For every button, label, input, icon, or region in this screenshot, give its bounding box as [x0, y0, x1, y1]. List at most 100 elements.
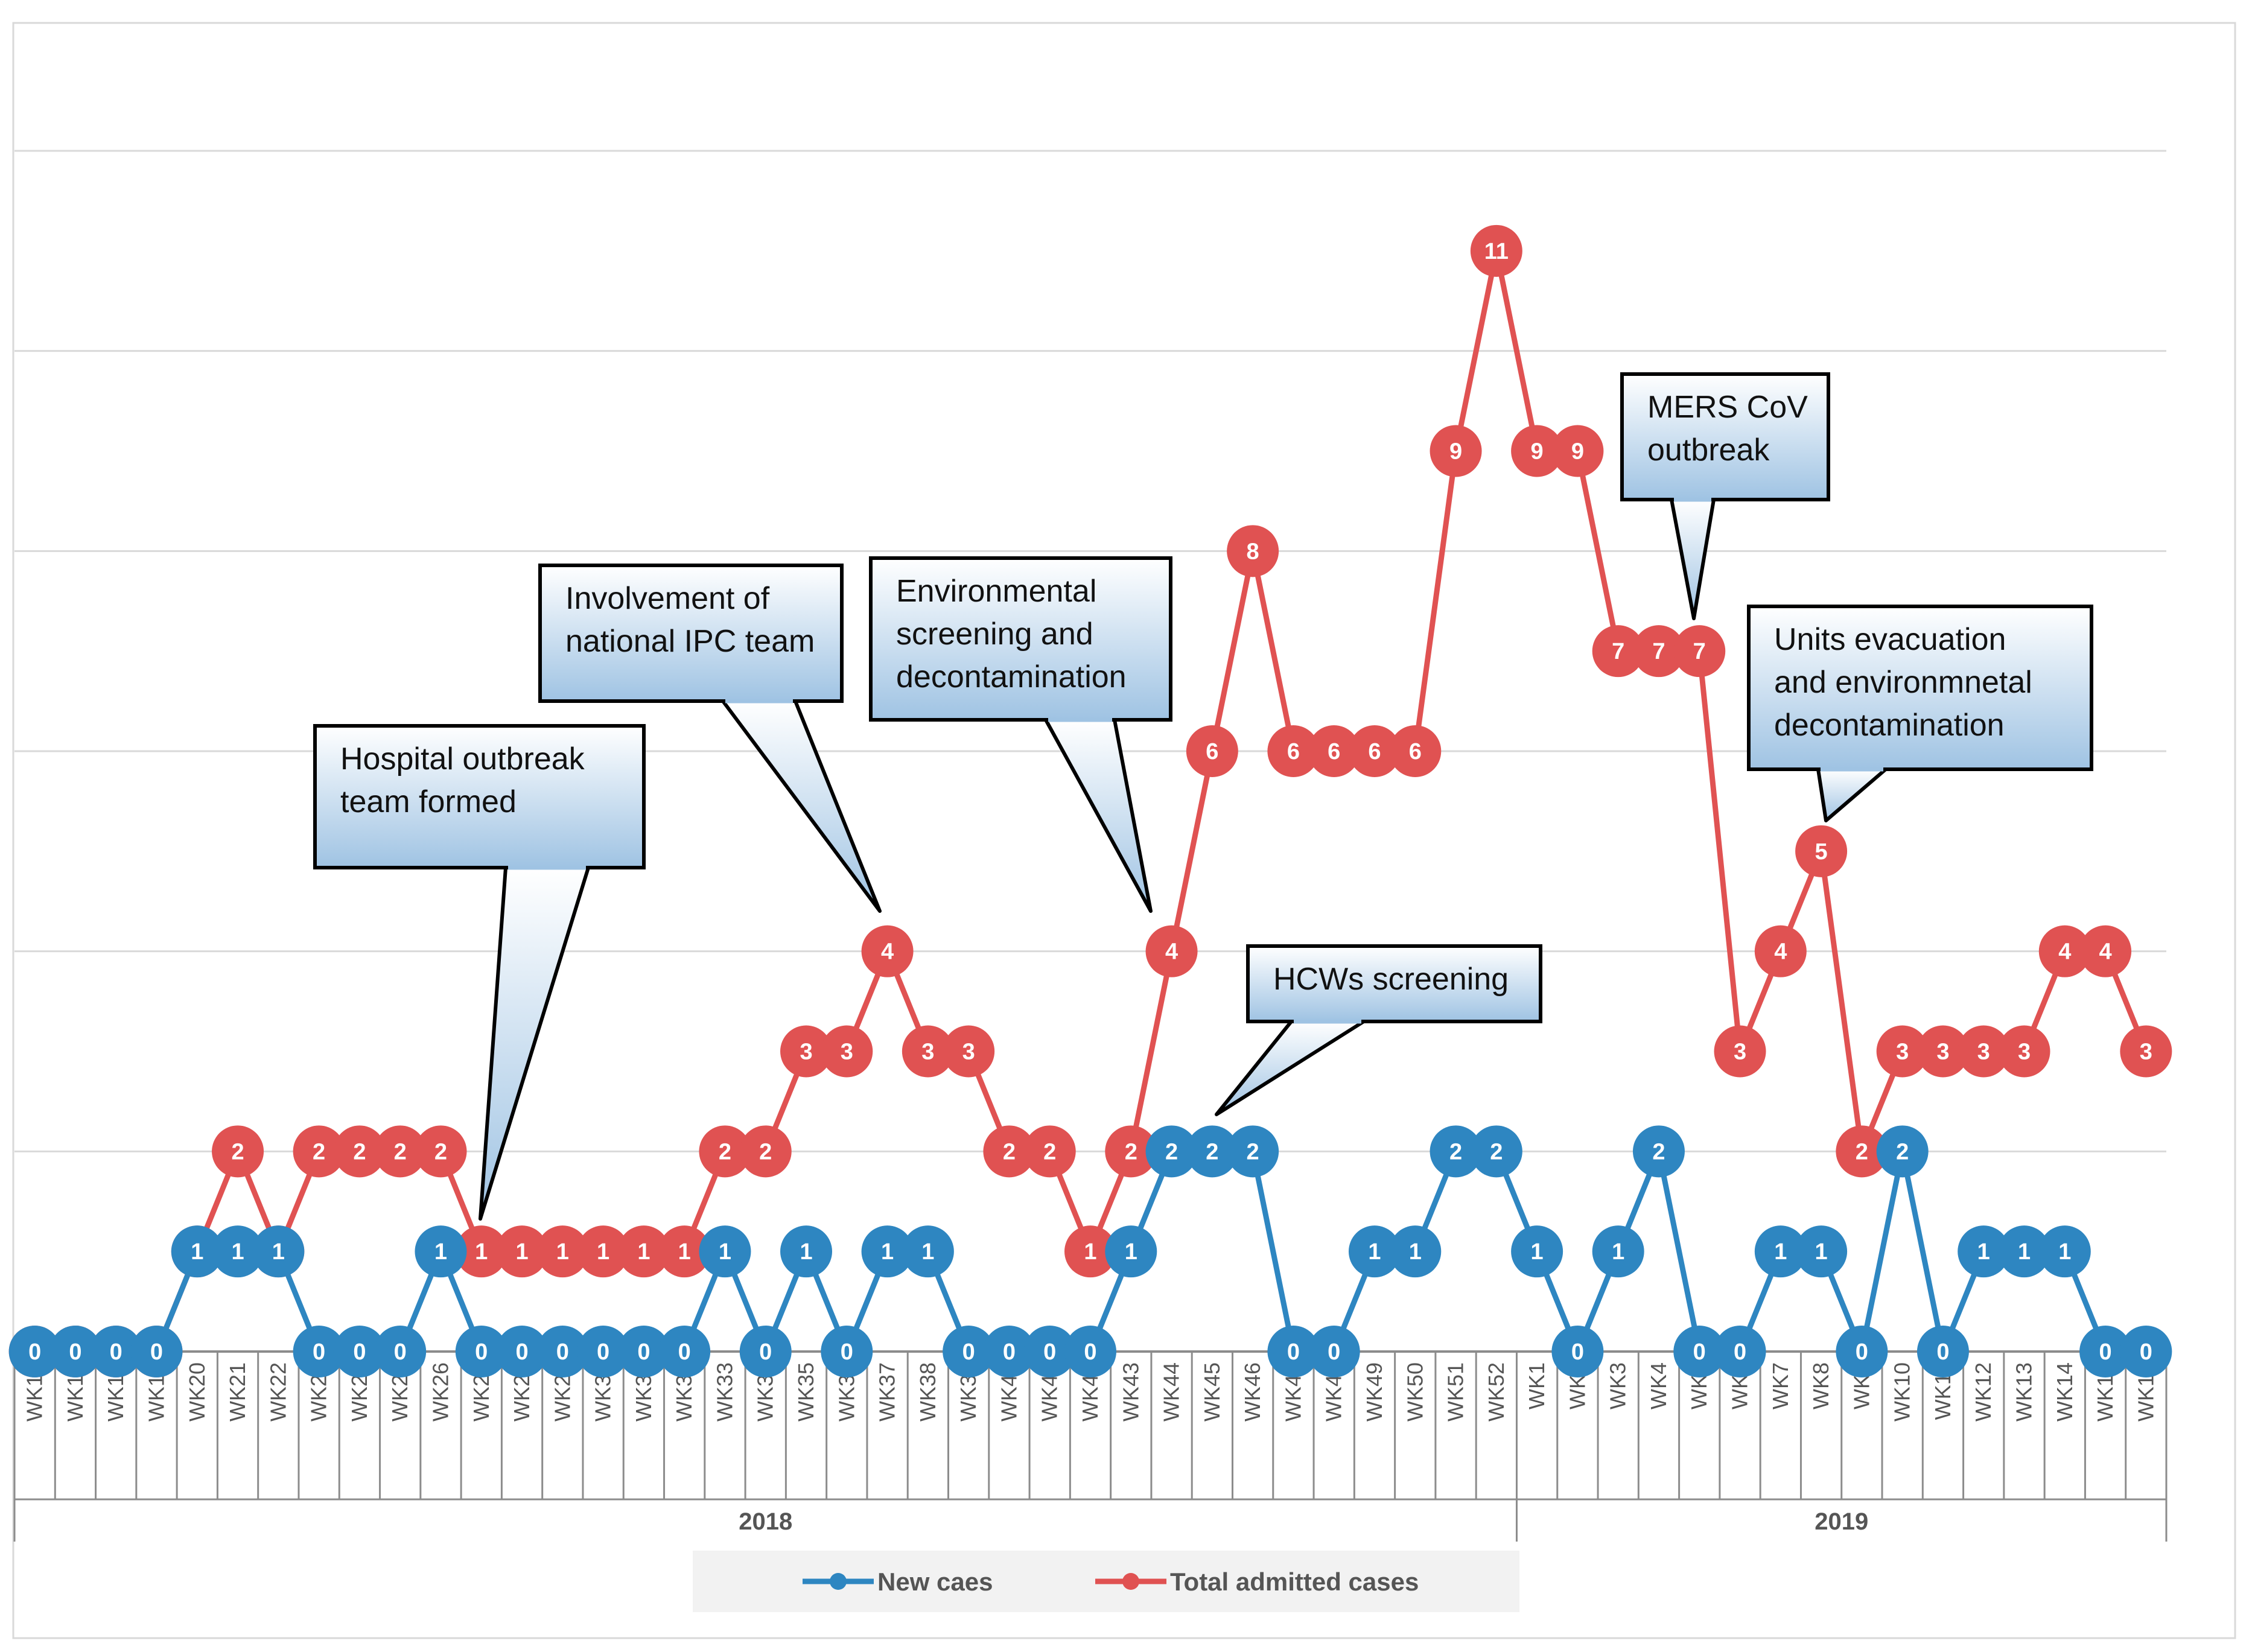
x-tick-label: WK1	[1524, 1362, 1549, 1409]
data-point	[739, 1125, 792, 1178]
data-point	[1430, 1125, 1482, 1178]
x-tick-label: WK3	[1606, 1362, 1630, 1409]
x-tick-label: WK33	[712, 1362, 737, 1422]
series-layer: 0000121222211111122334332212468666691199…	[8, 224, 2172, 1377]
data-point	[1105, 1225, 1157, 1278]
data-label: 0	[110, 1339, 122, 1365]
legend-marker	[830, 1573, 847, 1590]
x-tick-label: WK20	[185, 1362, 209, 1422]
data-label: 4	[1774, 939, 1787, 965]
data-label: 0	[1328, 1339, 1340, 1365]
data-label: 9	[1571, 439, 1584, 465]
data-point	[1023, 1326, 1076, 1377]
data-point	[1795, 825, 1848, 877]
x-tick-label: WK21	[225, 1362, 250, 1422]
data-point	[212, 1225, 264, 1278]
data-label: 2	[719, 1139, 731, 1164]
data-point	[1267, 725, 1320, 777]
data-label: 1	[637, 1239, 650, 1265]
data-point	[90, 1326, 142, 1377]
x-tick-label: WK50	[1402, 1362, 1427, 1422]
series-markers: 0 0 0 0 1 1 1 0 0 0 1 0 0 0 0 0 0 1 0 1 0 1 1 0 0 0 0 1 2 2 2 0 0 1 1 2 2 1 0 1…	[8, 1125, 2172, 1377]
data-point	[902, 1225, 954, 1278]
data-label: 2	[1449, 1139, 1462, 1164]
data-point	[212, 1125, 264, 1178]
data-point	[1754, 925, 1807, 977]
data-label: 1	[191, 1239, 203, 1265]
data-point	[1876, 1125, 1929, 1178]
data-label: 0	[1287, 1339, 1300, 1365]
data-point	[1836, 1326, 1888, 1377]
legend-item: New caes	[803, 1568, 993, 1596]
data-point	[983, 1125, 1035, 1178]
data-point	[699, 1225, 751, 1278]
data-point	[1632, 1125, 1685, 1178]
data-point	[1430, 425, 1482, 477]
annotation-callout: MERS CoV outbreak	[1620, 372, 1830, 620]
data-point	[455, 1225, 507, 1278]
x-tick-label: WK43	[1118, 1362, 1143, 1422]
data-point	[1227, 525, 1279, 577]
x-tick-label: WK7	[1768, 1362, 1793, 1409]
data-label: 1	[2018, 1239, 2031, 1265]
x-tick-label: WK10	[1890, 1362, 1915, 1422]
data-point	[8, 1326, 61, 1377]
data-label: 0	[2140, 1339, 2152, 1365]
callout-text: Environmental	[896, 574, 1096, 609]
data-point	[415, 1225, 467, 1278]
data-label: 6	[1206, 739, 1218, 764]
data-point	[1998, 1225, 2050, 1278]
data-point	[1145, 925, 1198, 977]
data-label: 0	[962, 1339, 975, 1365]
data-label: 2	[231, 1139, 244, 1164]
data-label: 0	[2099, 1339, 2112, 1365]
data-point	[1145, 1125, 1198, 1178]
data-label: 0	[597, 1339, 609, 1365]
data-point	[1998, 1025, 2050, 1078]
data-label: 2	[434, 1139, 447, 1164]
callout-text: Hospital outbreak	[340, 742, 585, 777]
data-point	[1308, 1326, 1360, 1377]
data-point	[1916, 1025, 1969, 1078]
data-label: 1	[1084, 1239, 1096, 1265]
year-label: 2018	[739, 1508, 792, 1535]
data-label: 4	[2099, 939, 2112, 965]
annotation-callout: Hospital outbreak team formed	[313, 724, 646, 1221]
callout-box	[1747, 605, 2093, 771]
data-point	[2120, 1025, 2172, 1078]
annotation-callout: Environmental screening and decontaminatio…	[869, 556, 1172, 913]
data-label: 1	[881, 1239, 894, 1265]
data-label: 0	[475, 1339, 488, 1365]
data-point	[577, 1225, 629, 1278]
data-point	[1958, 1025, 2010, 1078]
data-point	[1592, 1225, 1644, 1278]
data-label: 3	[841, 1040, 853, 1065]
callout-box	[1246, 944, 1542, 1023]
data-label: 0	[28, 1339, 41, 1365]
data-point	[1795, 1225, 1848, 1278]
data-label: 3	[1977, 1040, 1990, 1065]
data-point	[1551, 1326, 1604, 1377]
callout-text: Involvement of	[565, 581, 770, 616]
data-label: 1	[678, 1239, 691, 1265]
callout-text: outbreak	[1647, 433, 1770, 468]
data-point	[861, 925, 914, 977]
callout-text: team formed	[340, 784, 517, 819]
data-point	[415, 1125, 467, 1178]
data-point	[1714, 1326, 1766, 1377]
data-label: 1	[1612, 1239, 1624, 1265]
data-label: 2	[313, 1139, 325, 1164]
callout-text: HCWs screening	[1273, 962, 1509, 997]
data-point	[1673, 1326, 1726, 1377]
data-label: 9	[1531, 439, 1544, 465]
data-label: 4	[2058, 939, 2071, 965]
x-tick-label: WK8	[1808, 1362, 1833, 1409]
data-label: 0	[1693, 1339, 1706, 1365]
data-point	[333, 1125, 386, 1178]
data-point	[1470, 1125, 1522, 1178]
data-label: 3	[962, 1040, 975, 1065]
legend-label: Total admitted cases	[1170, 1568, 1419, 1596]
data-point	[536, 1326, 589, 1377]
data-point	[1511, 1225, 1563, 1278]
